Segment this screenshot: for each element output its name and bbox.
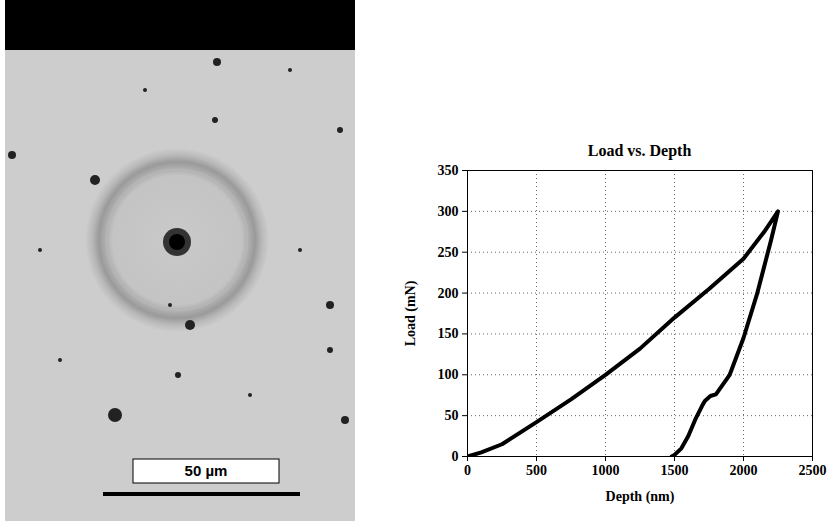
svg-text:250: 250 [438,245,459,260]
svg-text:100: 100 [438,367,459,382]
svg-text:Depth (nm): Depth (nm) [606,489,675,505]
svg-text:2500: 2500 [799,463,827,478]
svg-text:300: 300 [438,204,459,219]
svg-text:200: 200 [438,286,459,301]
svg-text:2000: 2000 [730,463,758,478]
svg-text:350: 350 [438,163,459,178]
svg-text:500: 500 [526,463,547,478]
svg-text:Load (mN): Load (mN) [403,280,419,346]
svg-text:50 µm: 50 µm [185,462,228,479]
svg-text:1000: 1000 [592,463,620,478]
svg-text:50: 50 [445,408,459,423]
svg-text:1500: 1500 [661,463,689,478]
svg-text:0: 0 [464,463,471,478]
svg-text:150: 150 [438,326,459,341]
svg-text:0: 0 [452,449,459,464]
html-text:Load vs. Depth: Load vs. Depth [587,142,692,159]
